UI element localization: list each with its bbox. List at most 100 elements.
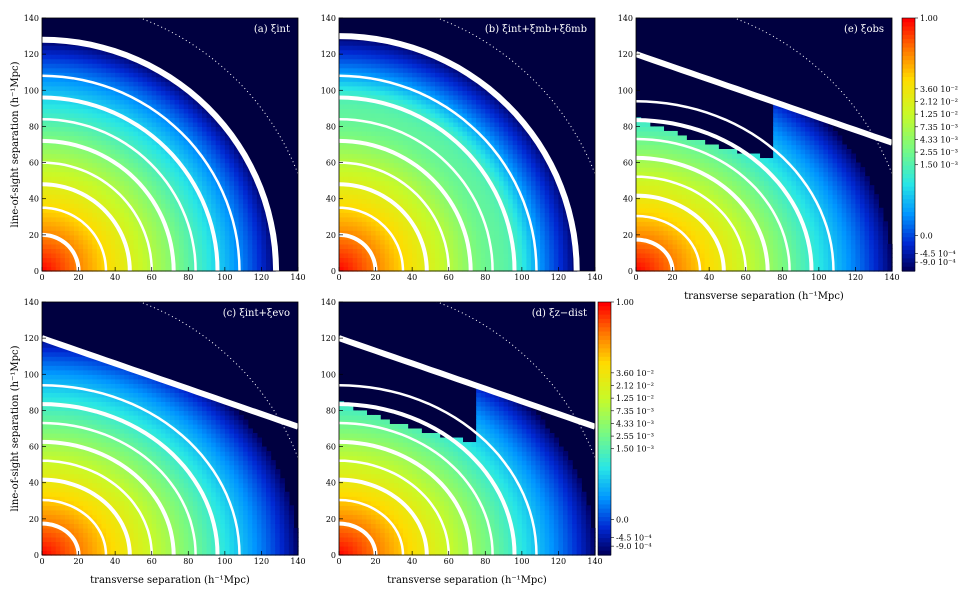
heatmap-cell	[343, 103, 349, 109]
heatmap-cell	[517, 171, 523, 177]
heatmap-cell	[508, 153, 514, 159]
heatmap-cell	[83, 130, 89, 137]
heatmap-cell	[403, 239, 409, 245]
heatmap-cell	[508, 180, 514, 186]
heatmap-cell	[229, 198, 235, 204]
heatmap-cell	[398, 234, 404, 240]
heatmap-cell	[238, 185, 244, 191]
heatmap-cell	[512, 189, 518, 195]
heatmap-cell	[343, 185, 349, 191]
heatmap-cell	[435, 198, 441, 204]
heatmap-cell	[206, 112, 212, 118]
contour-line	[339, 232, 378, 272]
heatmap-cell	[471, 112, 477, 118]
heatmap-cell	[160, 225, 167, 231]
heatmap-cell	[517, 243, 523, 250]
heatmap-cell	[64, 112, 71, 118]
heatmap-cell	[42, 49, 48, 55]
heatmap-cell	[439, 85, 445, 91]
heatmap-cell	[421, 85, 427, 91]
heatmap-cell	[156, 176, 162, 182]
heatmap-cell	[202, 252, 208, 259]
heatmap-cell	[499, 144, 505, 150]
heatmap-cell	[398, 54, 404, 60]
heatmap-cell	[170, 198, 176, 204]
heatmap-cell	[220, 261, 226, 268]
heatmap-cell	[238, 243, 244, 250]
heatmap-cell	[160, 234, 167, 240]
heatmap-cell	[51, 257, 57, 263]
heatmap-cell	[444, 90, 450, 96]
heatmap-cell	[540, 167, 546, 173]
heatmap-cell	[722, 234, 729, 240]
heatmap-cell	[462, 85, 468, 91]
heatmap-cell	[403, 162, 409, 168]
heatmap-cell	[654, 153, 660, 159]
heatmap-cell	[156, 103, 162, 109]
heatmap-cell	[489, 198, 496, 204]
heatmap-cell	[119, 189, 125, 195]
heatmap-cell	[252, 266, 258, 272]
heatmap-cell	[508, 248, 514, 254]
heatmap-cell	[686, 176, 692, 182]
heatmap-cell	[663, 216, 669, 222]
heatmap-cell	[247, 243, 253, 250]
heatmap-cell	[128, 216, 135, 222]
heatmap-cell	[471, 171, 477, 177]
heatmap-cell	[343, 225, 349, 231]
heatmap-cell	[480, 207, 486, 213]
heatmap-cell	[115, 207, 121, 213]
heatmap-cell	[722, 248, 729, 254]
heatmap-cell	[229, 261, 235, 268]
heatmap-cell	[78, 63, 84, 69]
heatmap-cell	[439, 153, 445, 159]
heatmap-cell	[640, 149, 646, 155]
heatmap-cell	[407, 239, 413, 245]
heatmap-cell	[160, 194, 167, 200]
heatmap-cell	[416, 243, 422, 250]
heatmap-cell	[170, 234, 176, 240]
heatmap-cell	[462, 194, 468, 200]
heatmap-cell	[229, 230, 235, 236]
heatmap-cell	[138, 248, 144, 254]
heatmap-cell	[138, 234, 144, 240]
heatmap-cell	[393, 112, 400, 118]
heatmap-cell	[421, 135, 427, 141]
heatmap-cell	[480, 158, 486, 164]
heatmap-cell	[549, 203, 555, 209]
heatmap-cell	[722, 230, 729, 236]
heatmap-cell	[51, 144, 57, 150]
heatmap-cell	[55, 225, 61, 231]
heatmap-cell	[407, 198, 413, 204]
heatmap-cell	[489, 167, 496, 173]
heatmap-cell	[476, 257, 482, 263]
heatmap-cell	[499, 225, 505, 231]
heatmap-cell	[636, 216, 642, 222]
y-tick-label: 140	[24, 14, 39, 23]
heatmap-cell	[101, 216, 107, 222]
heatmap-cell	[499, 248, 505, 254]
heatmap-cell	[352, 252, 358, 259]
heatmap-cell	[663, 207, 669, 213]
contour-line	[41, 161, 153, 272]
heatmap-cell	[503, 203, 509, 209]
heatmap-cell	[480, 180, 486, 186]
heatmap-cell	[403, 216, 409, 222]
heatmap-cell	[361, 63, 368, 69]
heatmap-cell	[389, 216, 395, 222]
heatmap-cell	[361, 58, 368, 64]
heatmap-cell	[649, 207, 655, 213]
heatmap-cell	[398, 203, 404, 209]
heatmap-cell	[649, 189, 655, 195]
heatmap-cell	[512, 144, 518, 150]
heatmap-cell	[78, 261, 84, 268]
heatmap-cell	[339, 40, 345, 46]
heatmap-cell	[467, 239, 473, 245]
heatmap-cell	[503, 207, 509, 213]
heatmap-cell	[92, 117, 98, 123]
heatmap-cell	[348, 257, 354, 263]
heatmap-cell	[741, 176, 747, 182]
heatmap-cell	[526, 171, 532, 177]
heatmap-cell	[179, 225, 185, 231]
heatmap-cell	[234, 158, 240, 164]
